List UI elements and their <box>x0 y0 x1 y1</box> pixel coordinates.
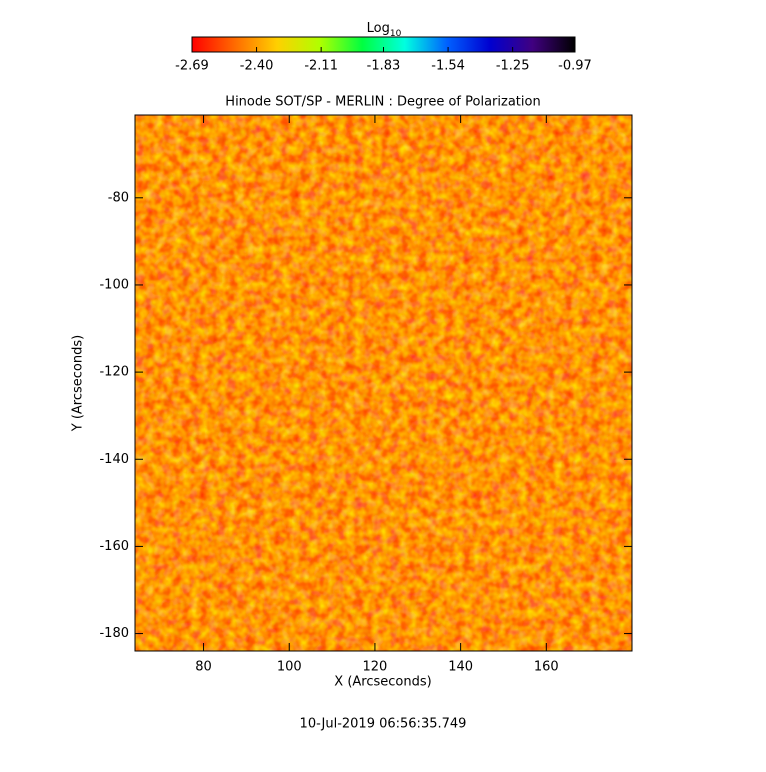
x-axis-label: X (Arcseconds) <box>334 675 431 690</box>
y-tick-label: -120 <box>99 365 129 380</box>
y-tick-label: -100 <box>99 277 129 292</box>
heatmap-image <box>135 115 632 651</box>
colorbar-tick-label: -0.97 <box>558 59 592 74</box>
footer-date: 10-Jul-2019 06:56:35.749 <box>300 717 467 732</box>
plot-frame <box>134 114 633 652</box>
y-tick-label: -80 <box>108 190 129 205</box>
x-tick-label: 100 <box>277 660 302 675</box>
y-tick-label: -140 <box>99 452 129 467</box>
y-tick-label: -160 <box>99 539 129 554</box>
colorbar-tick-label: -1.54 <box>431 59 465 74</box>
colorbar-title: Log10 <box>367 21 402 39</box>
x-tick-label: 140 <box>448 660 473 675</box>
colorbar-tick-label: -2.11 <box>304 59 338 74</box>
colorbar-tick-label: -2.69 <box>175 59 209 74</box>
chart-title: Hinode SOT/SP - MERLIN : Degree of Polar… <box>225 95 540 110</box>
y-axis-label: Y (Arcseconds) <box>71 335 86 432</box>
colorbar-title-sub: 10 <box>390 29 402 39</box>
colorbar-tick-label: -2.40 <box>240 59 274 74</box>
colorbar-tick-label: -1.25 <box>496 59 530 74</box>
x-tick-label: 120 <box>363 660 388 675</box>
x-tick-label: 80 <box>195 660 212 675</box>
colorbar-tick-label: -1.83 <box>367 59 401 74</box>
colorbar-title-main: Log <box>367 21 390 36</box>
y-tick-label: -180 <box>99 626 129 641</box>
x-tick-label: 160 <box>534 660 559 675</box>
